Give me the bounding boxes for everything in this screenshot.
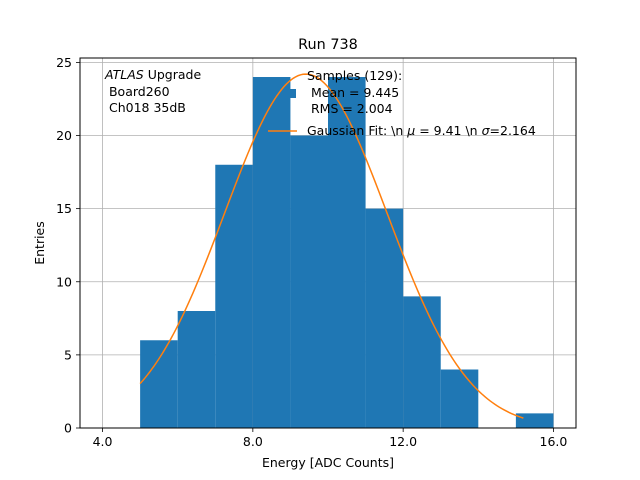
legend-hist-label-1: Samples (129):	[307, 68, 402, 83]
annotation-atlas: ATLAS	[104, 67, 144, 82]
x-tick-label: 12.0	[389, 434, 417, 449]
x-tick-label: 16.0	[540, 434, 568, 449]
legend-fit-prefix: Gaussian Fit: \n	[307, 123, 407, 138]
y-tick-label: 5	[64, 347, 72, 362]
annotation-line-3: Ch018 35dB	[105, 100, 186, 115]
legend-hist-label-3: RMS = 2.004	[307, 101, 393, 116]
legend-hist-swatch	[286, 89, 296, 98]
ticks-layer: 4.0 8.0 12.0 16.0 0 5 10 15 20 25	[56, 55, 567, 449]
histogram-bar	[140, 340, 178, 428]
y-tick-label: 25	[56, 55, 72, 70]
plot-frame	[79, 57, 577, 429]
legend: Samples (129): Mean = 9.445 RMS = 2.004 …	[268, 68, 536, 138]
x-axis-label: Energy [ADC Counts]	[262, 455, 394, 470]
x-tick-label: 8.0	[243, 434, 263, 449]
y-tick-label: 0	[64, 421, 72, 436]
annotation-line-2: Board260	[105, 84, 170, 99]
y-tick-label: 10	[56, 274, 72, 289]
legend-fit-label: Gaussian Fit: \n μ = 9.41 \n σ=2.164	[307, 123, 536, 138]
histogram-bar	[515, 413, 554, 428]
histogram-bar	[365, 208, 404, 428]
histogram-bar	[403, 296, 441, 428]
x-tick-label: 4.0	[93, 434, 113, 449]
histogram-bar	[290, 135, 328, 428]
histogram-bar	[328, 77, 366, 429]
annotation-line-1: ATLAS Upgrade	[104, 67, 201, 82]
atlas-annotation: ATLAS Upgrade Board260 Ch018 35dB	[104, 67, 201, 115]
y-tick-label: 20	[56, 128, 72, 143]
legend-fit-mu: μ	[406, 123, 415, 138]
legend-fit-mid: = 9.41 \n	[415, 123, 481, 138]
legend-hist-label-2: Mean = 9.445	[307, 85, 399, 100]
histogram-bar	[177, 311, 216, 428]
y-tick-label: 15	[56, 201, 72, 216]
y-axis-label: Entries	[32, 221, 47, 265]
annotation-upgrade: Upgrade	[144, 67, 202, 82]
legend-fit-sigma: σ	[482, 123, 491, 138]
fit-layer	[139, 73, 524, 419]
histogram-bar	[252, 77, 291, 429]
legend-fit-suffix: =2.164	[490, 123, 536, 138]
bars-layer	[140, 77, 554, 429]
gaussian-fit-line	[139, 73, 524, 419]
chart-title: Run 738	[298, 37, 358, 53]
histogram-bar	[215, 164, 253, 428]
histogram-bar	[440, 369, 479, 428]
